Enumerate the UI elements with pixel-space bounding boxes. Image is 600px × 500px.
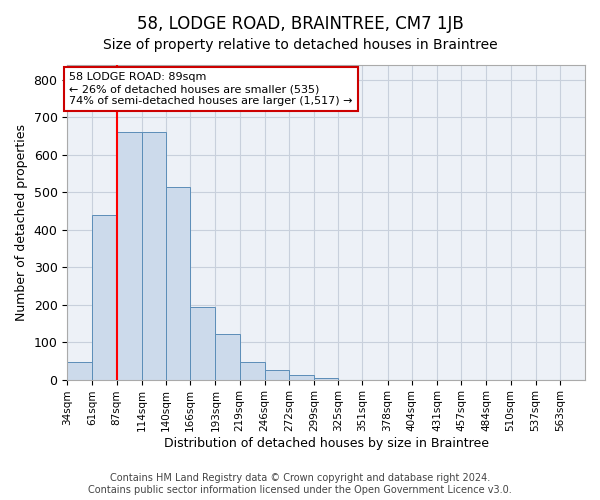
Bar (92, 215, 116, 380)
Bar (116, 132, 142, 380)
Bar (215, 334, 239, 380)
Bar (314, 378, 338, 380)
Text: 58, LODGE ROAD, BRAINTREE, CM7 1JB: 58, LODGE ROAD, BRAINTREE, CM7 1JB (137, 15, 463, 33)
Bar (289, 375, 314, 380)
X-axis label: Distribution of detached houses by size in Braintree: Distribution of detached houses by size … (164, 437, 488, 450)
Text: Contains HM Land Registry data © Crown copyright and database right 2024.
Contai: Contains HM Land Registry data © Crown c… (88, 474, 512, 495)
Bar (239, 362, 265, 380)
Bar (265, 370, 289, 380)
Bar (166, 188, 190, 380)
Bar (190, 306, 215, 380)
Bar (67, 362, 92, 380)
Text: Size of property relative to detached houses in Braintree: Size of property relative to detached ho… (103, 38, 497, 52)
Bar (142, 132, 166, 380)
Text: 58 LODGE ROAD: 89sqm
← 26% of detached houses are smaller (535)
74% of semi-deta: 58 LODGE ROAD: 89sqm ← 26% of detached h… (69, 72, 353, 106)
Y-axis label: Number of detached properties: Number of detached properties (15, 124, 28, 321)
